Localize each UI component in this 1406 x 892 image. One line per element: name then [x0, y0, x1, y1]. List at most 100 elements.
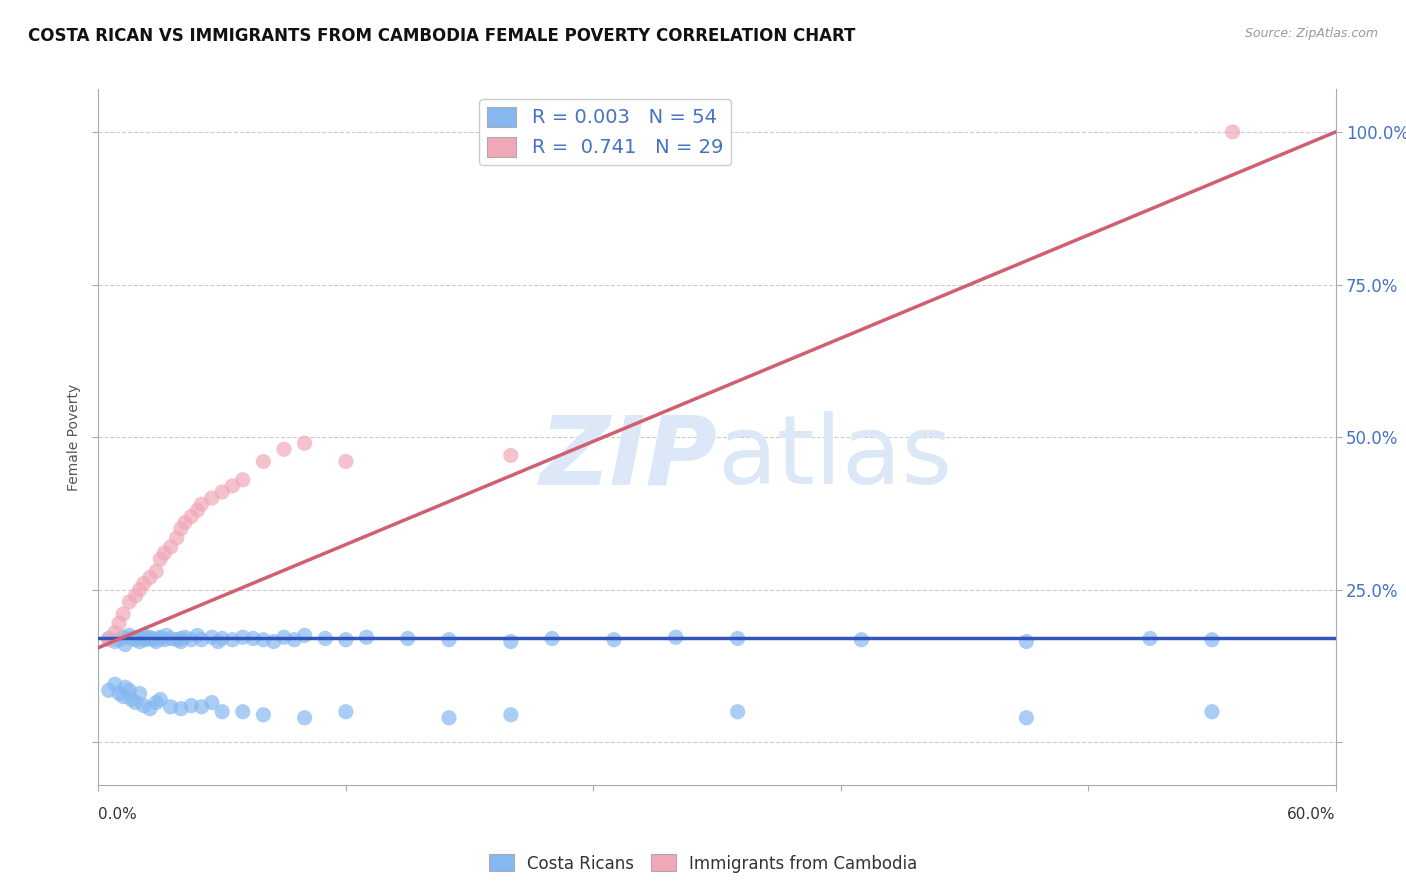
- Point: [1015, 711, 1038, 725]
- Point: [149, 632, 172, 646]
- Point: [132, 632, 155, 646]
- Point: [97, 632, 120, 647]
- Point: [211, 632, 233, 646]
- Point: [128, 634, 150, 648]
- Text: Source: ZipAtlas.com: Source: ZipAtlas.com: [1244, 27, 1378, 40]
- Point: [139, 701, 162, 715]
- Point: [124, 696, 146, 710]
- Point: [335, 705, 357, 719]
- Point: [159, 632, 181, 646]
- Point: [104, 677, 127, 691]
- Point: [170, 522, 193, 536]
- Point: [145, 565, 167, 579]
- Point: [174, 516, 197, 530]
- Point: [437, 632, 460, 647]
- Point: [186, 628, 208, 642]
- Point: [499, 707, 522, 722]
- Point: [166, 632, 188, 647]
- Point: [149, 630, 172, 644]
- Point: [190, 632, 212, 647]
- Point: [851, 632, 873, 647]
- Point: [145, 696, 167, 710]
- Point: [104, 625, 127, 640]
- Text: ZIP: ZIP: [538, 411, 717, 505]
- Point: [252, 454, 274, 468]
- Point: [201, 696, 224, 710]
- Point: [97, 683, 120, 698]
- Point: [356, 630, 378, 644]
- Text: COSTA RICAN VS IMMIGRANTS FROM CAMBODIA FEMALE POVERTY CORRELATION CHART: COSTA RICAN VS IMMIGRANTS FROM CAMBODIA …: [28, 27, 855, 45]
- Point: [128, 686, 150, 700]
- Point: [180, 632, 202, 647]
- Point: [201, 491, 224, 505]
- Point: [242, 632, 264, 646]
- Point: [190, 497, 212, 511]
- Point: [263, 634, 285, 648]
- Point: [727, 632, 749, 646]
- Point: [211, 705, 233, 719]
- Point: [139, 630, 162, 644]
- Point: [335, 632, 357, 647]
- Text: 60.0%: 60.0%: [1288, 807, 1336, 822]
- Legend: Costa Ricans, Immigrants from Cambodia: Costa Ricans, Immigrants from Cambodia: [482, 847, 924, 880]
- Point: [1222, 125, 1244, 139]
- Point: [190, 699, 212, 714]
- Point: [603, 632, 626, 647]
- Text: atlas: atlas: [717, 411, 952, 505]
- Point: [232, 630, 254, 644]
- Point: [132, 628, 155, 642]
- Point: [499, 449, 522, 463]
- Point: [155, 628, 177, 642]
- Point: [170, 701, 193, 715]
- Point: [180, 698, 202, 713]
- Point: [108, 632, 131, 647]
- Point: [186, 503, 208, 517]
- Point: [120, 692, 142, 706]
- Point: [120, 632, 142, 646]
- Point: [1139, 632, 1161, 646]
- Point: [159, 699, 181, 714]
- Point: [252, 707, 274, 722]
- Point: [97, 632, 120, 646]
- Legend: R = 0.003   N = 54, R =  0.741   N = 29: R = 0.003 N = 54, R = 0.741 N = 29: [479, 99, 731, 165]
- Point: [114, 681, 136, 695]
- Point: [273, 630, 295, 644]
- Point: [170, 632, 193, 646]
- Point: [294, 436, 316, 450]
- Point: [132, 576, 155, 591]
- Point: [180, 509, 202, 524]
- Point: [166, 531, 188, 545]
- Point: [128, 630, 150, 644]
- Point: [665, 630, 688, 644]
- Point: [232, 705, 254, 719]
- Point: [201, 630, 224, 644]
- Point: [112, 630, 135, 644]
- Point: [108, 616, 131, 631]
- Point: [211, 485, 233, 500]
- Y-axis label: Female Poverty: Female Poverty: [67, 384, 82, 491]
- Point: [132, 698, 155, 713]
- Point: [114, 638, 136, 652]
- Point: [124, 589, 146, 603]
- Point: [1015, 634, 1038, 648]
- Point: [118, 595, 141, 609]
- Point: [335, 454, 357, 468]
- Point: [153, 632, 176, 647]
- Point: [1201, 632, 1223, 647]
- Point: [252, 632, 274, 647]
- Point: [499, 634, 522, 648]
- Point: [104, 634, 127, 648]
- Point: [124, 632, 146, 647]
- Point: [143, 632, 166, 647]
- Point: [118, 628, 141, 642]
- Point: [727, 705, 749, 719]
- Point: [108, 686, 131, 700]
- Point: [112, 690, 135, 704]
- Point: [118, 683, 141, 698]
- Point: [541, 632, 564, 646]
- Point: [170, 634, 193, 648]
- Point: [273, 442, 295, 457]
- Point: [221, 632, 243, 647]
- Point: [283, 632, 305, 647]
- Point: [153, 546, 176, 560]
